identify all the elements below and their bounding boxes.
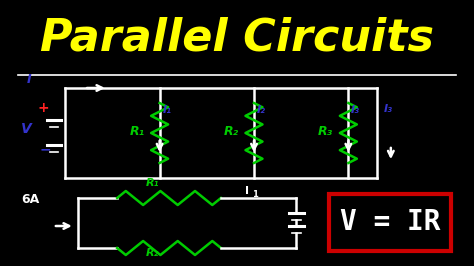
Text: R₂: R₂	[146, 248, 159, 258]
Text: −: −	[40, 142, 51, 156]
Text: I₃: I₃	[351, 105, 360, 115]
Text: I₁: I₁	[163, 105, 172, 115]
Text: I: I	[245, 186, 248, 196]
FancyBboxPatch shape	[328, 194, 451, 251]
Text: I: I	[27, 73, 31, 86]
Text: Parallel Circuits: Parallel Circuits	[40, 16, 434, 60]
Text: R₁: R₁	[129, 125, 145, 138]
Text: V: V	[21, 122, 32, 136]
Text: +: +	[38, 101, 49, 115]
Text: R₁: R₁	[146, 178, 159, 188]
Text: 6A: 6A	[21, 193, 39, 206]
Text: R₂: R₂	[224, 125, 239, 138]
Text: R₃: R₃	[318, 125, 333, 138]
Text: V = IR: V = IR	[340, 209, 440, 236]
Text: I₃: I₃	[384, 104, 393, 114]
Text: I₂: I₂	[257, 105, 266, 115]
Text: 1: 1	[252, 190, 258, 199]
